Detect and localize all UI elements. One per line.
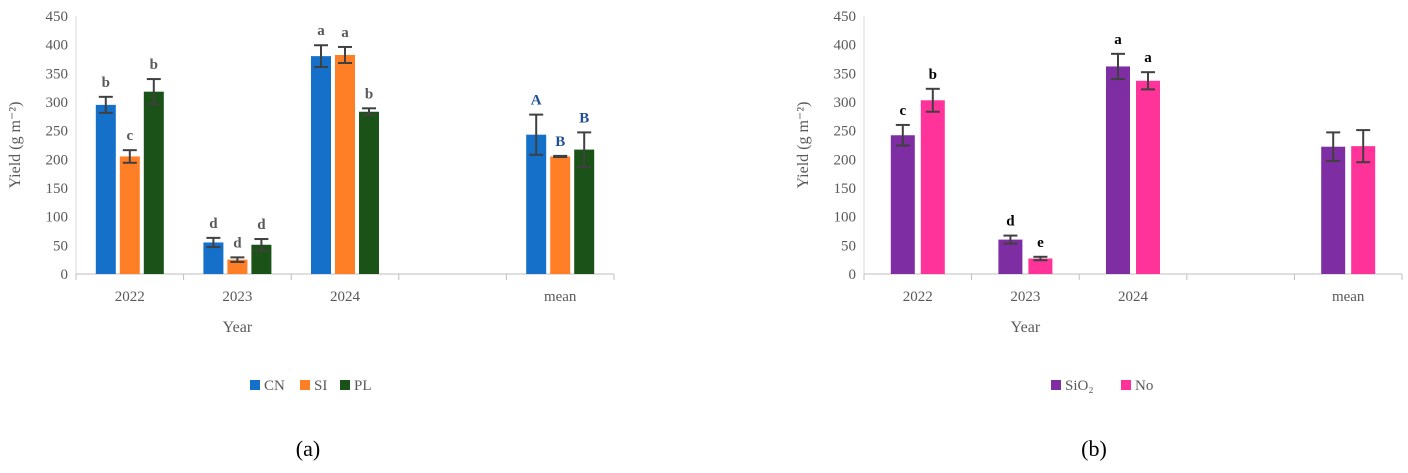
- panel-label: (a): [296, 436, 320, 461]
- y-axis-title: Yield (g m⁻²): [795, 101, 812, 188]
- legend-swatch: [250, 380, 260, 390]
- y-tick-label: 250: [46, 124, 69, 140]
- x-tick-label: 2023: [222, 289, 252, 305]
- y-tick-label: 50: [841, 238, 856, 254]
- legend-entry: SiO₂: [1065, 378, 1094, 394]
- x-tick-label: mean: [1332, 289, 1365, 305]
- x-tick-label: 2024: [1118, 289, 1149, 305]
- y-tick-label: 450: [834, 9, 857, 25]
- legend-swatch: [340, 380, 350, 390]
- bar: [998, 239, 1023, 274]
- significance-label: b: [102, 75, 110, 91]
- bar: [119, 156, 140, 274]
- y-tick-label: 250: [834, 124, 857, 140]
- legend-swatch: [1121, 380, 1131, 390]
- significance-label: c: [126, 128, 133, 144]
- x-tick-label: mean: [544, 289, 577, 305]
- bar: [1351, 146, 1376, 274]
- x-axis-title: Year: [1011, 319, 1041, 336]
- bar: [574, 149, 595, 274]
- bar: [251, 244, 272, 274]
- x-tick-label: 2022: [115, 289, 145, 305]
- bar: [1321, 146, 1346, 274]
- bar: [335, 54, 355, 275]
- bar: [920, 100, 945, 274]
- legend-entry: PL: [354, 378, 372, 394]
- significance-label: a: [317, 23, 325, 39]
- bar: [1106, 66, 1130, 274]
- bar: [1136, 80, 1160, 274]
- y-tick-label: 50: [53, 238, 68, 254]
- y-tick-label: 150: [834, 181, 857, 197]
- x-tick-label: 2022: [903, 289, 933, 305]
- y-tick-label: 400: [46, 38, 69, 54]
- significance-label: B: [579, 110, 589, 126]
- y-tick-label: 100: [46, 210, 69, 226]
- y-tick-label: 200: [834, 152, 857, 168]
- y-tick-label: 300: [46, 95, 69, 111]
- bar: [890, 135, 915, 274]
- legend-entry: CN: [264, 378, 285, 394]
- y-tick-label: 300: [834, 95, 857, 111]
- x-tick-label: 2023: [1010, 289, 1040, 305]
- bar: [203, 242, 224, 274]
- significance-label: d: [257, 217, 266, 233]
- legend-entry: No: [1135, 378, 1153, 394]
- significance-label: A: [531, 93, 542, 109]
- legend-entry: SI: [314, 378, 327, 394]
- bar: [227, 259, 248, 274]
- bar: [311, 56, 331, 275]
- legend-swatch: [1051, 380, 1061, 390]
- bar: [95, 104, 116, 274]
- significance-label: B: [555, 134, 565, 150]
- significance-label: c: [899, 103, 906, 119]
- x-axis-title: Year: [223, 319, 253, 336]
- y-tick-label: 450: [46, 9, 69, 25]
- significance-label: a: [1144, 50, 1152, 66]
- significance-label: a: [341, 25, 349, 41]
- bar: [526, 134, 547, 274]
- y-tick-label: 0: [849, 267, 857, 283]
- y-tick-label: 200: [46, 152, 69, 168]
- x-tick-label: 2024: [330, 289, 361, 305]
- chart-panel-b: 0 50 100 150 200 250 300 350 400 450 2022 2023 2024 m…: [795, 9, 1403, 461]
- bar: [359, 111, 379, 274]
- y-tick-label: 350: [834, 66, 857, 82]
- significance-label: b: [150, 57, 158, 73]
- significance-label: a: [1114, 32, 1122, 48]
- y-tick-label: 100: [834, 210, 857, 226]
- y-tick-label: 150: [46, 181, 69, 197]
- significance-label: d: [1006, 214, 1015, 230]
- significance-label: d: [233, 235, 242, 251]
- y-tick-label: 350: [46, 66, 69, 82]
- y-tick-label: 400: [834, 38, 857, 54]
- y-axis-title: Yield (g m⁻²): [7, 101, 24, 188]
- legend-swatch: [300, 380, 310, 390]
- significance-label: e: [1037, 235, 1044, 251]
- panel-label: (b): [1081, 436, 1107, 461]
- chart-panel-a: 0 50 100 150 200 250 300 350 400 450 2022 2023 2024 m…: [7, 9, 615, 461]
- bar: [550, 156, 571, 274]
- y-tick-label: 0: [61, 267, 69, 283]
- significance-label: b: [929, 67, 937, 83]
- bar: [143, 91, 164, 275]
- significance-label: d: [209, 216, 218, 232]
- significance-label: b: [365, 86, 373, 102]
- bar: [1028, 258, 1053, 274]
